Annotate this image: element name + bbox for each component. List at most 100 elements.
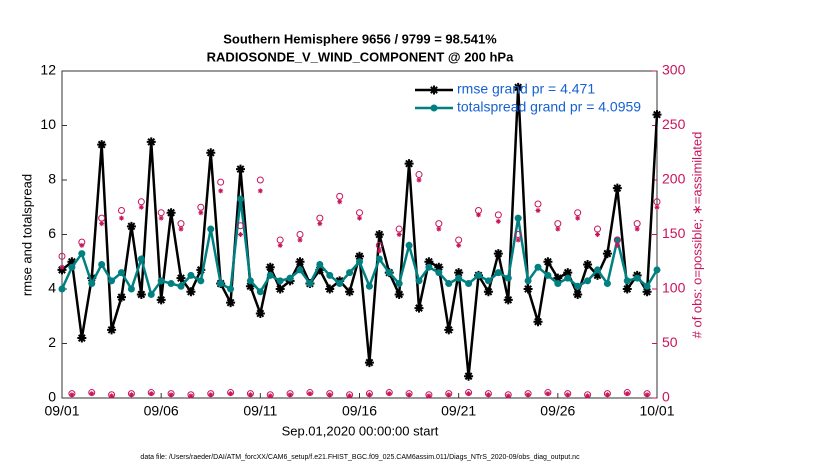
marker [337,199,343,205]
marker [425,263,433,271]
marker [357,215,362,221]
marker [186,287,196,297]
marker [267,393,273,399]
marker [119,215,124,221]
marker [245,281,255,291]
chart-subtitle: RADIOSONDE_V_WIND_COMPONENT @ 200 hPa [207,49,514,64]
marker [79,242,85,248]
y-tick-label: 10 [40,116,56,132]
marker [544,271,552,279]
marker [88,280,96,288]
y-tick-label: 2 [48,334,56,350]
marker [495,218,501,224]
marker [118,207,125,215]
marker [307,391,313,397]
marker [594,266,601,274]
marker [633,274,641,282]
marker [573,289,583,299]
marker [327,392,333,398]
marker [315,265,325,275]
marker [604,392,610,398]
marker [236,164,245,174]
marker [543,257,553,267]
marker [198,210,204,216]
marker [295,257,305,267]
legend-marker [430,104,438,112]
x-tick-label: 10/01 [639,403,674,419]
marker [148,391,154,397]
y-tick-label: 0 [48,389,56,405]
marker [465,280,473,288]
marker [395,280,403,288]
marker [297,237,303,243]
marker [485,392,491,398]
marker [275,284,285,294]
marker [325,284,335,294]
y2-tick-label: 250 [662,116,686,132]
marker [396,232,402,237]
y2-tick-label: 200 [662,171,686,187]
marker [564,274,572,282]
marker [137,255,145,263]
marker [652,110,662,120]
marker [493,249,503,259]
x-tick-label: 09/21 [441,403,476,419]
marker [256,288,264,296]
marker [146,137,156,147]
marker [475,271,482,279]
marker [505,393,511,399]
x-tick-label: 09/06 [144,403,179,419]
marker [317,221,323,227]
marker [196,265,206,275]
marker [476,212,481,218]
marker [316,260,324,268]
marker [98,260,106,268]
marker [177,282,185,290]
marker [107,325,117,335]
x-axis-label: Sep.01,2020 00:00:00 start [282,423,439,438]
marker [446,392,452,398]
marker [565,392,571,398]
marker [644,392,650,398]
marker [464,371,474,381]
marker [385,269,393,277]
chart-title: Southern Hemisphere 9656 / 9799 = 98.541… [223,31,497,46]
marker [207,225,215,233]
marker [256,176,264,184]
y2-tick-label: 150 [662,225,686,241]
marker [612,183,622,193]
marker [136,289,146,299]
marker [99,221,105,227]
marker [624,391,630,397]
marker [188,393,194,399]
marker [237,195,244,203]
marker [585,393,591,399]
marker [68,263,76,271]
marker [247,392,253,398]
marker [375,255,383,263]
y2-tick-label: 0 [662,389,670,405]
marker [296,266,304,274]
marker [374,230,384,239]
marker [406,392,412,398]
marker [108,277,116,285]
marker [266,271,274,279]
marker [67,257,77,267]
marker [217,280,225,288]
marker [456,242,462,248]
marker [454,268,464,278]
marker [168,392,174,398]
marker [545,391,551,397]
marker [525,392,531,398]
marker [178,226,184,232]
marker [622,284,632,294]
marker [602,249,612,259]
marker [138,204,144,210]
marker [365,282,373,290]
marker [415,277,423,285]
x-tick-label: 09/01 [44,403,79,419]
marker [595,232,600,237]
marker [524,277,532,285]
marker [326,271,334,279]
